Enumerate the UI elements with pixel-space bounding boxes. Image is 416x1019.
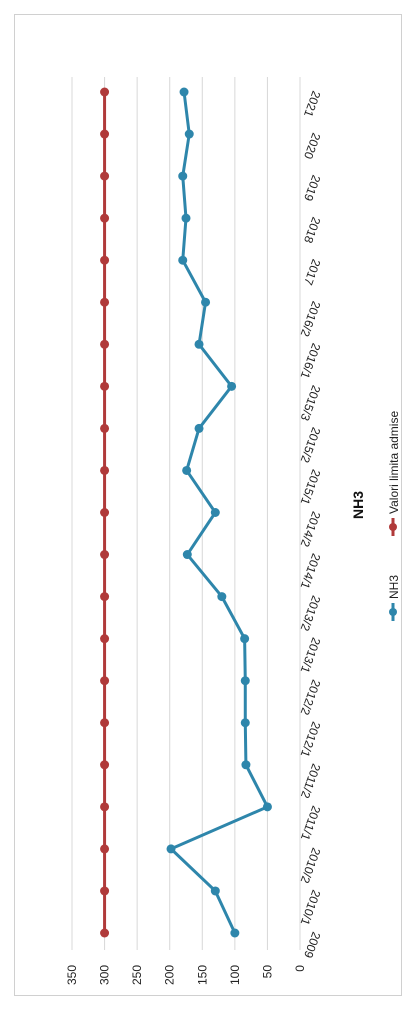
- data-point: [100, 88, 109, 97]
- x-tick-label: 2015/1: [298, 467, 324, 507]
- data-point: [100, 676, 109, 685]
- x-tick-label: 2016/2: [298, 299, 324, 339]
- x-tick-label: 2016/1: [298, 341, 324, 381]
- data-point: [211, 508, 220, 517]
- y-tick-label: 150: [195, 965, 209, 985]
- data-point: [100, 592, 109, 601]
- data-point: [100, 802, 109, 811]
- legend-swatch-marker: [389, 523, 397, 531]
- data-point: [167, 844, 176, 853]
- data-point: [100, 298, 109, 307]
- data-point: [100, 256, 109, 265]
- series-layer: [100, 88, 272, 938]
- y-tick-label: 350: [65, 965, 79, 985]
- data-point: [241, 760, 250, 769]
- data-point: [217, 592, 226, 601]
- data-point: [195, 424, 204, 433]
- data-point: [100, 760, 109, 769]
- x-tick-label: 2010/2: [298, 846, 324, 886]
- data-point: [182, 466, 191, 475]
- data-point: [263, 802, 272, 811]
- y-axis-ticks: 0 50 100 150 200 250 300 350: [65, 965, 307, 985]
- y-tick-label: 50: [260, 965, 274, 979]
- data-point: [100, 466, 109, 475]
- legend-label: Valori limita admise: [387, 411, 401, 514]
- y-tick-label: 250: [130, 965, 144, 985]
- x-tick-label: 2009: [301, 930, 323, 960]
- data-point: [178, 256, 187, 265]
- data-point: [230, 929, 239, 938]
- x-tick-label: 2020: [301, 131, 323, 161]
- data-point: [100, 634, 109, 643]
- data-point: [240, 634, 249, 643]
- data-point: [100, 550, 109, 559]
- data-point: [100, 172, 109, 181]
- x-tick-label: 2014/2: [298, 509, 324, 549]
- data-point: [201, 298, 210, 307]
- y-tick-label: 0: [293, 965, 307, 972]
- x-tick-label: 2013/2: [298, 594, 324, 634]
- data-point: [185, 130, 194, 139]
- data-point: [100, 886, 109, 895]
- data-point: [180, 88, 189, 97]
- x-tick-label: 2015/3: [298, 383, 324, 423]
- x-tick-label: 2011/2: [298, 762, 324, 801]
- x-tick-label: 2021: [301, 89, 323, 119]
- x-tick-label: 2014/1: [298, 552, 324, 592]
- data-point: [100, 214, 109, 223]
- x-tick-label: 2019: [301, 173, 323, 203]
- data-point: [195, 340, 204, 349]
- data-point: [100, 844, 109, 853]
- data-point: [100, 929, 109, 938]
- data-point: [100, 424, 109, 433]
- data-point: [100, 718, 109, 727]
- x-tick-label: 2012/2: [298, 678, 324, 718]
- data-point: [241, 718, 250, 727]
- data-point: [100, 382, 109, 391]
- data-point: [100, 508, 109, 517]
- x-tick-label: 2010/1: [298, 888, 324, 928]
- x-tick-label: 2017: [301, 257, 323, 287]
- chart-frame: 0 50 100 150 200 250 300 350 2009 2010/1 2010/2 20…: [14, 14, 402, 996]
- x-tick-label: 2011/1: [298, 804, 324, 843]
- data-point: [182, 214, 191, 223]
- legend-swatch-marker: [389, 608, 397, 616]
- data-point: [241, 676, 250, 685]
- data-point: [100, 130, 109, 139]
- legend-label: NH3: [387, 575, 401, 599]
- data-point: [100, 340, 109, 349]
- data-point: [211, 886, 220, 895]
- data-point: [227, 382, 236, 391]
- chart-title: NH3: [350, 491, 366, 519]
- x-tick-label: 2012/1: [298, 720, 324, 760]
- data-point: [178, 172, 187, 181]
- legend: NH3 Valori limita admise: [387, 411, 401, 621]
- y-tick-label: 300: [98, 965, 112, 985]
- x-tick-label: 2013/1: [298, 636, 324, 676]
- y-tick-label: 200: [163, 965, 177, 985]
- data-point: [183, 550, 192, 559]
- x-tick-label: 2015/2: [298, 425, 324, 465]
- x-tick-label: 2018: [301, 215, 323, 245]
- y-tick-label: 100: [228, 965, 242, 985]
